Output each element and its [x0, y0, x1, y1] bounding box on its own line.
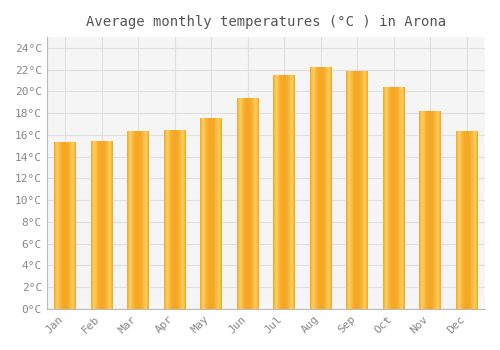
Title: Average monthly temperatures (°C ) in Arona: Average monthly temperatures (°C ) in Ar… [86, 15, 446, 29]
